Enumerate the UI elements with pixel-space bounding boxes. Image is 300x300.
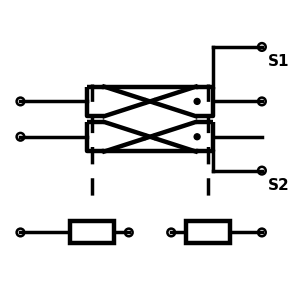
Bar: [186, 221, 230, 244]
Polygon shape: [150, 134, 155, 140]
Polygon shape: [145, 134, 150, 140]
Bar: [70, 221, 114, 244]
Text: S2: S2: [268, 178, 289, 193]
Text: S1: S1: [268, 54, 289, 69]
Circle shape: [194, 134, 200, 140]
Polygon shape: [150, 98, 155, 105]
Polygon shape: [145, 98, 150, 105]
Circle shape: [194, 98, 200, 104]
